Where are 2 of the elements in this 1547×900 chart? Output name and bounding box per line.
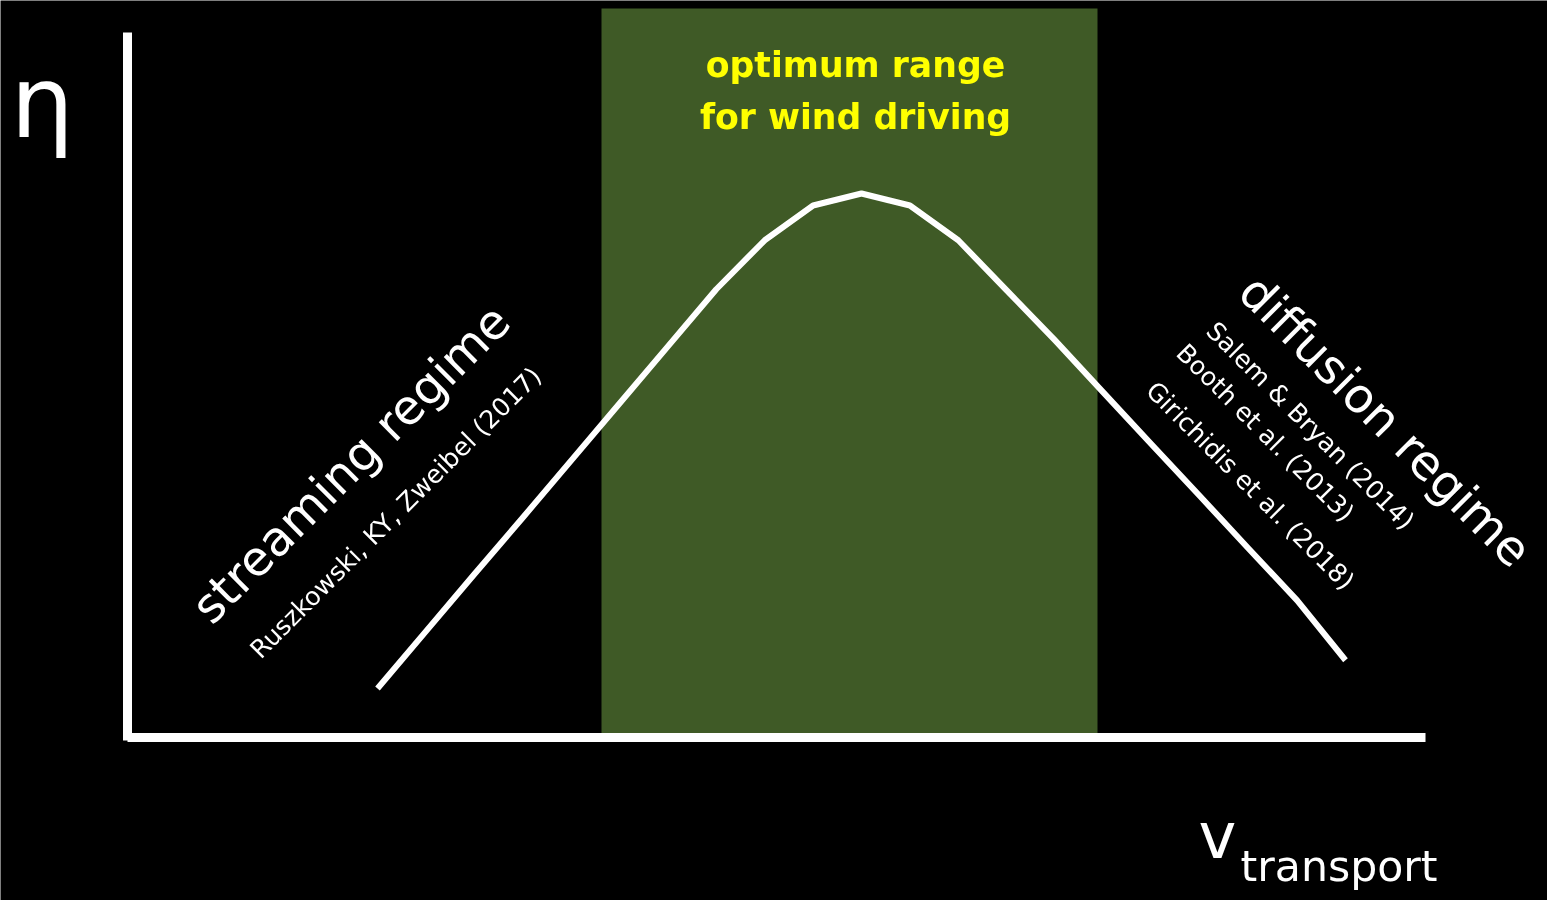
y-axis-title: η — [10, 43, 74, 161]
text: optimum range for wind driving — [699, 44, 1012, 137]
